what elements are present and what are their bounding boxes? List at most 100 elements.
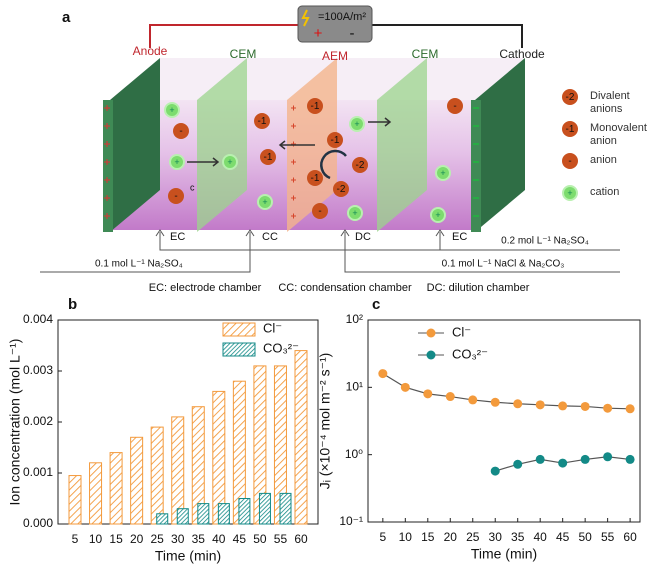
x-tick-label: 20: [130, 532, 144, 546]
membrane-label: CEM: [412, 47, 439, 61]
y-tick-label: 0.002: [23, 414, 53, 428]
anion: [307, 170, 323, 186]
anion: [260, 149, 276, 165]
anion: [312, 203, 328, 219]
anion: [562, 121, 578, 137]
bolt-icon: [301, 9, 310, 27]
y-axis-title: Jᵢ (×10⁻⁴ mol m⁻² s⁻¹): [317, 353, 333, 490]
marker: [625, 404, 635, 414]
legend-label: anion: [590, 154, 617, 166]
bar: [279, 492, 292, 525]
x-tick-label: 60: [294, 532, 308, 546]
cation: [349, 116, 365, 132]
x-tick-label: 40: [212, 532, 226, 546]
ion-label: +: [354, 119, 359, 129]
bar: [150, 426, 164, 525]
x-tick-label: 50: [578, 530, 592, 544]
ion-label: -: [453, 101, 456, 112]
plate-sign: [104, 141, 110, 147]
x-tick-label: 55: [274, 532, 288, 546]
y-tick-label: 10⁻¹: [339, 514, 363, 528]
bar: [156, 513, 169, 525]
feed-label: 0.1 mol L⁻¹ NaCl & Na₂CO₃: [442, 259, 565, 270]
legend-label: CO₃²⁻: [263, 340, 299, 355]
x-tick-label: 25: [151, 532, 165, 546]
chamber-key: DC: dilution chamber: [427, 282, 530, 294]
cation: [435, 165, 451, 181]
ion-label: -: [318, 206, 321, 217]
marker: [490, 466, 500, 476]
plate-sign: [291, 213, 296, 219]
plate-sign: [104, 177, 110, 183]
cem-2: [377, 58, 427, 232]
move-arrow: [368, 117, 392, 127]
panel-label: a: [62, 9, 71, 26]
ion-label: +: [567, 188, 572, 198]
anion: [173, 123, 189, 139]
rotate-arrow: [320, 149, 347, 180]
bar: [197, 503, 210, 525]
anion: [254, 113, 270, 129]
y-axis-title: Ion concentration (mol L⁻¹): [7, 339, 23, 506]
line: [382, 373, 631, 410]
minus-terminal: -: [350, 25, 355, 42]
marker: [513, 459, 523, 469]
plus-terminal: +: [314, 25, 323, 42]
legend-label: cation: [590, 186, 620, 198]
bar: [89, 462, 103, 525]
chamber-key: CC: condensation chamber: [278, 282, 412, 294]
plate-sign: [291, 177, 296, 183]
ion-label: -1: [264, 152, 273, 163]
ion-label: -1: [311, 101, 320, 112]
cation: [347, 205, 363, 221]
bar: [217, 503, 230, 525]
plot-frame: [367, 319, 641, 523]
chamber-label: EC: [170, 231, 185, 243]
x-tick-label: 5: [72, 532, 79, 546]
feed-label: 0.1 mol L⁻¹ Na₂SO₄: [95, 259, 183, 270]
marker: [558, 401, 568, 411]
legend-label: CO₃²⁻: [452, 346, 488, 361]
anode-face: [103, 100, 113, 232]
plate-sign: [104, 213, 110, 219]
ion-label: -1: [566, 124, 575, 135]
move-arrow: [278, 140, 315, 150]
marker: [445, 392, 455, 402]
legend-swatch: [222, 342, 256, 357]
plate-sign: [104, 195, 110, 201]
cation: [257, 194, 273, 210]
marker: [490, 397, 500, 407]
ion-label: -1: [311, 173, 320, 184]
marker: [603, 452, 613, 462]
cem-1: [197, 58, 247, 232]
bar: [130, 436, 144, 525]
x-tick-label: 45: [233, 532, 247, 546]
cathode-plate: [475, 58, 525, 232]
move-arrow: [187, 157, 220, 167]
ion-label: -: [179, 126, 182, 137]
current-density: =100A/m²: [318, 11, 366, 23]
x-tick-label: 45: [556, 530, 570, 544]
x-tick-label: 30: [489, 530, 503, 544]
marker: [558, 458, 568, 468]
bar: [294, 350, 308, 525]
legend-label: Cl⁻: [452, 324, 471, 339]
panel-label: c: [372, 296, 380, 313]
cation: [430, 207, 446, 223]
feed-label: 0.2 mol L⁻¹ Na₂SO₄: [501, 236, 589, 247]
bar: [238, 498, 251, 525]
marker: [580, 401, 590, 411]
x-tick-label: 40: [534, 530, 548, 544]
x-tick-label: 5: [379, 530, 386, 544]
cation: [164, 102, 180, 118]
x-tick-label: 30: [171, 532, 185, 546]
marker: [400, 382, 410, 392]
x-tick-label: 15: [421, 530, 435, 544]
marker: [423, 389, 433, 399]
plate-sign: [291, 123, 296, 129]
marker: [378, 369, 388, 379]
legend-swatch: [222, 322, 256, 337]
ion-label: -: [174, 191, 177, 202]
